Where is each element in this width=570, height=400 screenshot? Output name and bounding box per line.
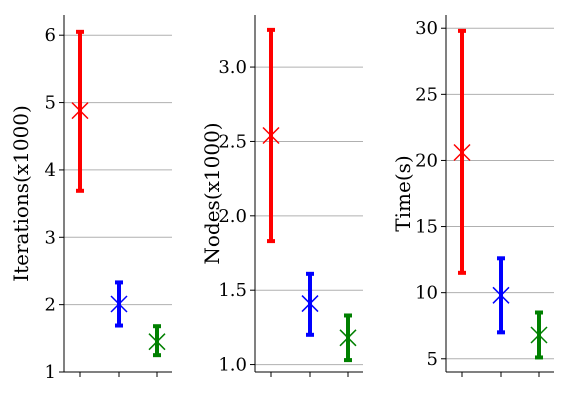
mean-marker (301, 295, 319, 313)
mean-marker (110, 295, 128, 313)
y-tick-label: 5 (45, 93, 56, 114)
mean-marker (492, 286, 510, 304)
errorbar-3 (148, 324, 166, 358)
y-tick-label: 30 (415, 18, 438, 39)
y-tick-label: 25 (415, 84, 438, 105)
mean-marker (71, 102, 89, 120)
errorbar-2 (110, 280, 128, 328)
errorbar-1 (262, 27, 280, 244)
y-tick-label: 2.0 (218, 206, 247, 227)
mean-marker (339, 329, 357, 347)
y-tick-label: 15 (415, 217, 438, 238)
y-tick-label: 4 (45, 160, 56, 181)
errorbar-1 (71, 29, 89, 193)
errorbar-3 (339, 313, 357, 363)
errorbar-1 (453, 28, 471, 275)
y-tick-label: 5 (427, 349, 438, 370)
y-tick-label: 6 (45, 25, 56, 46)
y-tick-label: 3 (45, 227, 56, 248)
errorbar-3 (530, 310, 548, 360)
y-tick-label: 1.0 (218, 355, 247, 376)
y-axis-label: Nodes(x1000) (200, 122, 224, 264)
y-tick-label: 1.5 (218, 280, 247, 301)
y-axis-label: Iterations(x1000) (9, 105, 33, 282)
errorbar-2 (492, 256, 510, 335)
y-tick-label: 20 (415, 150, 438, 171)
mean-marker (530, 326, 548, 344)
subplot-1: 1 2 3 4 5 6 Iterations(x1000) (9, 15, 172, 383)
mean-marker (262, 126, 280, 145)
errorbar-2 (301, 271, 319, 337)
y-tick-label: 10 (415, 283, 438, 304)
y-tick-label: 3.0 (218, 57, 247, 78)
y-tick-label: 2 (45, 295, 56, 316)
mean-marker (453, 143, 471, 162)
y-axis-label: Time(s) (391, 155, 415, 231)
mean-marker (148, 333, 166, 351)
subplot-2: 1.0 1.5 2.0 2.5 3.0 Nodes(x1000) (200, 15, 363, 377)
y-tick-label: 1 (45, 362, 56, 383)
subplot-3: 5 10 15 20 25 30 Time(s) (391, 15, 554, 377)
y-tick-label: 2.5 (218, 131, 247, 152)
